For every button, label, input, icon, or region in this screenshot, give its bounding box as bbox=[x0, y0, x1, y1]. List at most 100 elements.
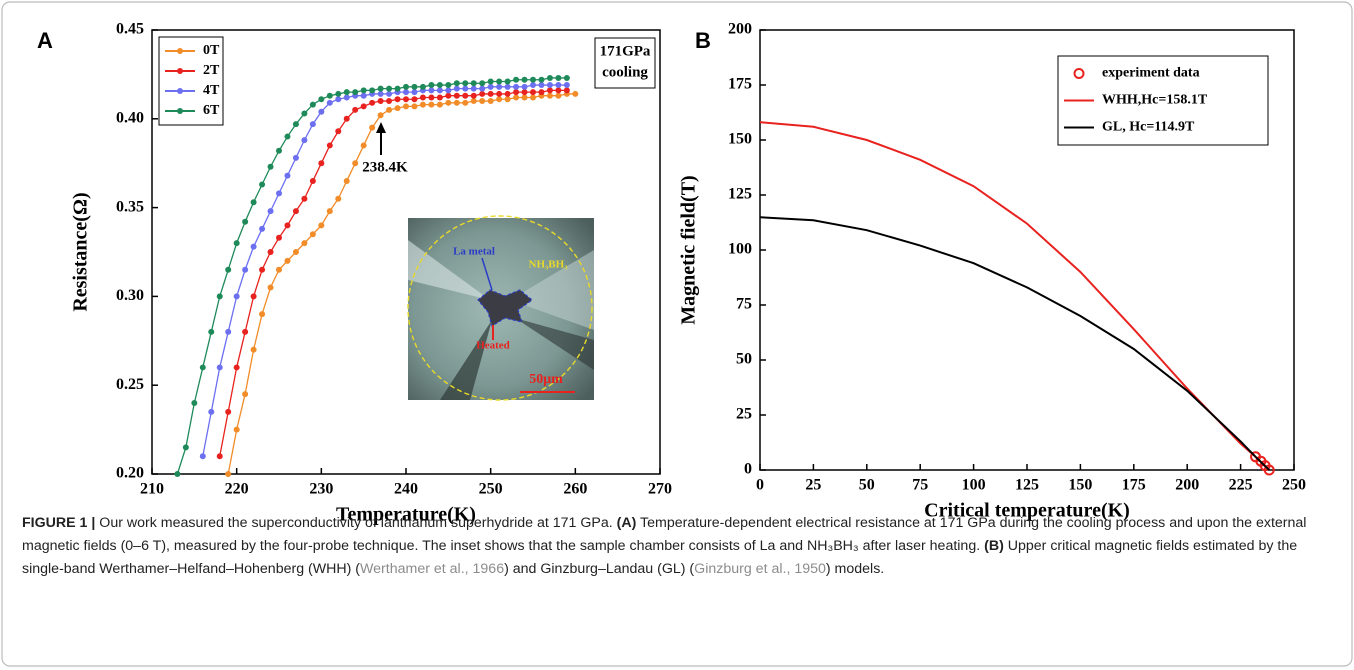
caption-link[interactable]: Ginzburg et al., 1950 bbox=[694, 561, 826, 577]
data-point bbox=[479, 85, 486, 92]
data-point bbox=[352, 106, 359, 113]
data-point bbox=[267, 249, 274, 255]
data-point bbox=[335, 128, 342, 135]
data-point bbox=[326, 92, 333, 99]
data-point bbox=[479, 98, 486, 105]
data-point bbox=[504, 96, 511, 103]
data-point bbox=[352, 160, 359, 167]
data-point bbox=[284, 172, 291, 179]
x-tick-label: 210 bbox=[140, 481, 164, 498]
legend-label: 2T bbox=[203, 63, 220, 78]
data-point bbox=[276, 266, 282, 273]
data-point bbox=[546, 87, 553, 94]
x-tick-label: 125 bbox=[1015, 477, 1039, 494]
data-point bbox=[309, 231, 316, 238]
y-tick-label: 0.35 bbox=[116, 198, 144, 215]
data-point bbox=[470, 98, 477, 105]
data-point bbox=[504, 83, 511, 90]
data-point bbox=[343, 94, 350, 101]
data-point bbox=[496, 78, 503, 85]
data-point bbox=[428, 94, 435, 101]
caption-normal: ) models. bbox=[825, 561, 885, 577]
data-point bbox=[470, 92, 477, 99]
data-point bbox=[445, 87, 452, 94]
data-point bbox=[563, 82, 570, 89]
data-point bbox=[360, 92, 367, 99]
data-point bbox=[462, 85, 469, 92]
data-point bbox=[318, 222, 325, 229]
x-tick-label: 225 bbox=[1229, 477, 1253, 494]
condition-box bbox=[594, 37, 656, 89]
data-point bbox=[369, 124, 376, 131]
data-point bbox=[538, 76, 545, 83]
data-point bbox=[377, 90, 384, 97]
data-point bbox=[301, 137, 308, 144]
data-point bbox=[428, 87, 435, 94]
annotation: 238.4K bbox=[362, 159, 408, 175]
x-tick-label: 230 bbox=[309, 481, 333, 498]
data-point bbox=[496, 90, 503, 97]
caption-normal: Upper critical magnetic fields estimated… bbox=[22, 538, 1298, 577]
x-tick-label: 25 bbox=[805, 477, 821, 494]
caption-normal: ) and Ginzburg–Landau (GL) ( bbox=[504, 561, 695, 577]
data-point bbox=[216, 364, 223, 371]
data-point bbox=[233, 426, 240, 433]
caption-normal: Our work measured the superconductivity … bbox=[95, 515, 617, 531]
data-point bbox=[259, 311, 266, 318]
y-tick-label: 175 bbox=[728, 76, 752, 93]
data-point bbox=[199, 453, 206, 460]
panel-label: A bbox=[37, 28, 53, 53]
data-point bbox=[403, 96, 409, 103]
x-tick-label: 150 bbox=[1068, 477, 1092, 494]
data-point bbox=[259, 181, 266, 188]
legend-marker bbox=[177, 108, 183, 114]
data-point bbox=[233, 240, 240, 247]
data-point bbox=[411, 103, 418, 110]
data-point bbox=[360, 142, 367, 149]
data-point bbox=[233, 364, 240, 371]
caption-link[interactable]: Werthamer et al., 1966 bbox=[360, 561, 505, 577]
data-point bbox=[530, 94, 536, 101]
data-point bbox=[487, 90, 494, 97]
data-point bbox=[309, 101, 316, 108]
y-axis-label: Magnetic field(T) bbox=[678, 175, 700, 324]
data-point bbox=[513, 89, 520, 96]
data-point bbox=[1263, 464, 1275, 476]
data-point bbox=[513, 94, 520, 101]
data-point bbox=[462, 92, 469, 99]
data-point bbox=[182, 444, 189, 451]
x-tick-label: 260 bbox=[563, 481, 587, 498]
data-point bbox=[216, 453, 223, 460]
data-point bbox=[386, 90, 393, 97]
data-point bbox=[318, 108, 325, 115]
data-point bbox=[453, 80, 460, 87]
data-point bbox=[369, 87, 376, 94]
y-tick-label: 200 bbox=[728, 21, 752, 38]
caption-bold: (B) bbox=[984, 538, 1004, 554]
x-tick-label: 240 bbox=[394, 481, 418, 498]
data-point bbox=[394, 85, 401, 92]
data-point bbox=[496, 96, 503, 103]
data-point bbox=[326, 99, 333, 106]
data-point bbox=[301, 110, 308, 117]
data-point bbox=[419, 83, 426, 90]
data-point bbox=[470, 80, 477, 87]
data-point bbox=[386, 106, 393, 113]
data-point bbox=[352, 89, 359, 96]
y-tick-label: 0.20 bbox=[116, 465, 144, 482]
data-point bbox=[546, 74, 553, 81]
data-point bbox=[555, 82, 562, 89]
panel-label: B bbox=[695, 28, 711, 53]
data-point bbox=[292, 121, 299, 128]
data-point bbox=[250, 199, 257, 206]
data-point bbox=[419, 101, 426, 108]
data-point bbox=[267, 284, 274, 291]
data-point bbox=[470, 85, 477, 92]
data-point bbox=[276, 234, 282, 241]
data-point bbox=[377, 98, 384, 105]
data-point bbox=[309, 177, 316, 184]
data-point bbox=[428, 82, 435, 89]
